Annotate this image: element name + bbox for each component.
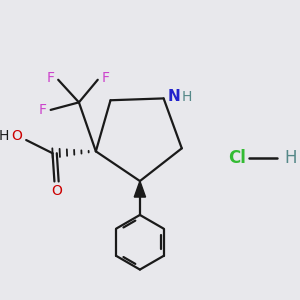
Polygon shape <box>134 181 146 197</box>
Text: H: H <box>0 129 9 143</box>
Text: F: F <box>38 103 46 117</box>
Text: F: F <box>101 71 109 85</box>
Text: Cl: Cl <box>228 148 246 166</box>
Text: H: H <box>284 148 297 166</box>
Text: N: N <box>167 89 180 104</box>
Text: O: O <box>51 184 62 198</box>
Text: O: O <box>11 129 22 143</box>
Text: H: H <box>182 89 192 103</box>
Text: F: F <box>47 71 55 85</box>
